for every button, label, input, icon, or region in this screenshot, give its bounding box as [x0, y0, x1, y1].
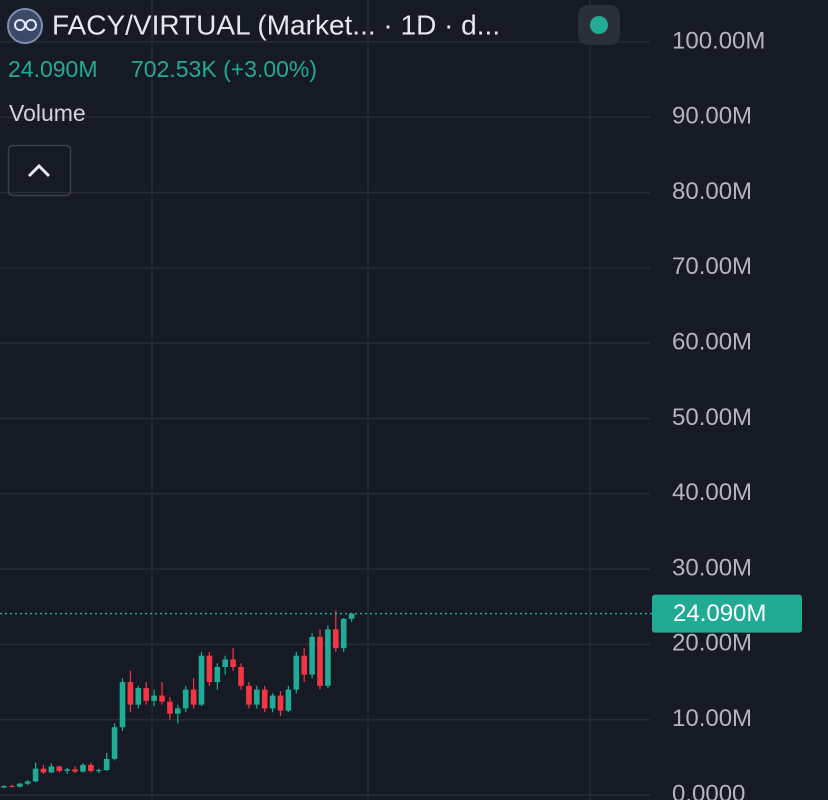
candle-body	[119, 682, 126, 728]
candle-body	[277, 695, 284, 711]
grid	[0, 41, 650, 796]
status-dot	[590, 16, 608, 34]
plot	[1, 610, 355, 789]
candle-body	[40, 768, 47, 773]
candle-body	[269, 695, 276, 709]
change: 702.53K (+3.00%)	[131, 56, 317, 82]
candle-body	[198, 655, 205, 705]
candle-body	[88, 764, 94, 771]
candle-body	[206, 655, 213, 683]
candle-body	[340, 618, 347, 649]
candle-body	[56, 766, 63, 771]
candle-body	[230, 659, 236, 667]
y-tick-label: 40.00M	[672, 479, 752, 506]
y-tick-label: 90.00M	[672, 103, 752, 130]
y-tick-label: 20.00M	[672, 630, 752, 657]
last-price-box	[652, 594, 802, 633]
candle-body	[127, 682, 134, 705]
y-tick-label: 10.00M	[672, 705, 752, 732]
candle-body	[159, 695, 165, 702]
candle-body	[190, 689, 197, 705]
candle-body	[246, 685, 252, 705]
candle-body	[9, 785, 15, 787]
y-tick-label: 100.00M	[672, 27, 765, 54]
candle-body	[333, 629, 339, 649]
candle-body	[254, 689, 260, 705]
candle-body	[301, 655, 307, 675]
last-value: 24.090M	[8, 56, 98, 82]
candle-body	[261, 689, 268, 709]
y-tick-label: 50.00M	[672, 404, 752, 431]
candle-body	[317, 636, 323, 686]
candle-body	[309, 636, 315, 675]
indicator-name: Volume	[9, 100, 86, 126]
candle-body	[1, 785, 7, 788]
y-tick-label: 0.0000	[672, 780, 745, 800]
collapse-button[interactable]	[7, 144, 72, 197]
candle-body	[325, 629, 331, 686]
symbol-icon	[7, 8, 43, 44]
candle-body	[285, 689, 292, 711]
candle-body	[143, 688, 149, 701]
candle-body	[182, 689, 189, 709]
candle-body	[32, 768, 39, 782]
candle-body	[103, 758, 110, 771]
y-tick-label: 30.00M	[672, 554, 752, 581]
candle-body	[348, 613, 355, 619]
candle-body	[24, 781, 31, 784]
candle-body	[48, 766, 55, 773]
candle-body	[135, 688, 142, 705]
candle-body	[17, 783, 23, 787]
candle-body	[214, 666, 221, 683]
candle-body	[80, 764, 86, 772]
candle-body	[151, 695, 157, 701]
candle-body	[293, 655, 300, 690]
candle-body	[222, 659, 228, 667]
symbol-title: FACY/VIRTUAL (Market... · 1D · d...	[52, 9, 500, 40]
y-tick-label: 60.00M	[672, 329, 752, 356]
candle-body	[238, 666, 244, 686]
y-tick-label: 80.00M	[672, 178, 752, 205]
last-price-label: 24.090M	[673, 600, 766, 627]
candle-body	[64, 769, 70, 771]
candle-body	[96, 770, 102, 772]
candle-body	[111, 727, 118, 759]
y-tick-label: 70.00M	[672, 253, 752, 280]
candle-body	[72, 769, 78, 772]
candle-body	[167, 701, 173, 714]
candle-body	[175, 708, 181, 714]
